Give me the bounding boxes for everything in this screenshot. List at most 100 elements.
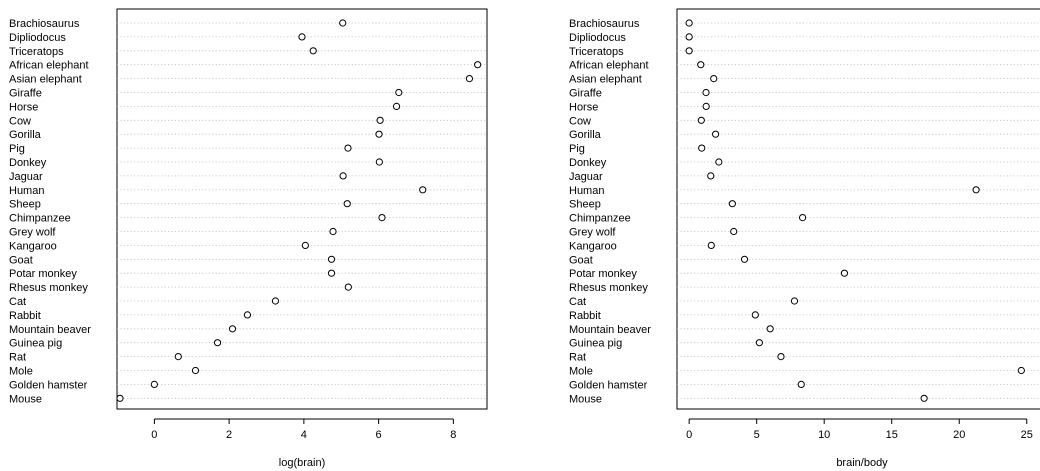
right-category-label-horse: Horse: [569, 101, 598, 113]
right-category-label-donkey: Donkey: [569, 157, 607, 169]
right-category-label-cow: Cow: [569, 115, 591, 127]
right-point-goat: [740, 255, 749, 263]
right-point-cat: [790, 297, 799, 305]
right-point-chimpanzee: [798, 214, 807, 222]
right-point-mountain-beaver: [766, 325, 774, 333]
right-x-tick-label: 15: [886, 429, 898, 441]
left-x-tick-label: 4: [301, 429, 307, 441]
right-point-potar-monkey: [840, 269, 849, 277]
left-point-mole: [191, 366, 200, 375]
left-point-rat: [174, 353, 182, 361]
right-point-human: [972, 186, 980, 194]
left-point-human: [419, 186, 427, 194]
left-category-label-rhesus-monkey: Rhesus monkey: [9, 282, 88, 294]
right-category-label-rat: Rat: [569, 352, 586, 364]
right-category-label-chimpanzee: Chimpanzee: [569, 213, 631, 225]
left-point-asian-elephant: [465, 75, 474, 83]
right-category-label-dipliodocus: Dipliodocus: [569, 32, 626, 44]
left-point-chimpanzee: [378, 214, 386, 222]
left-x-tick-label: 2: [226, 429, 232, 441]
right-point-triceratops: [685, 47, 693, 55]
right-point-giraffe: [702, 88, 710, 97]
right-point-cow: [697, 116, 705, 124]
left-category-label-gorilla: Gorilla: [9, 129, 42, 141]
right-point-horse: [702, 102, 710, 111]
right-category-label-sheep: Sheep: [569, 199, 601, 211]
right-category-label-rhesus-monkey: Rhesus monkey: [569, 282, 648, 294]
right-point-dipliodocus: [685, 33, 693, 41]
left-point-horse: [392, 102, 401, 111]
right-category-label-grey-wolf: Grey wolf: [569, 227, 616, 239]
left-category-label-human: Human: [9, 185, 44, 197]
right-category-label-pig: Pig: [569, 143, 585, 155]
left-point-pig: [344, 144, 352, 152]
right-category-label-potar-monkey: Potar monkey: [569, 268, 637, 280]
left-category-label-triceratops: Triceratops: [9, 46, 64, 58]
right-category-label-african-elephant: African elephant: [569, 60, 649, 72]
left-point-sheep: [343, 200, 351, 208]
left-point-mountain-beaver: [228, 325, 237, 333]
left-category-label-sheep: Sheep: [9, 199, 41, 211]
right-point-mole: [1017, 366, 1025, 375]
left-point-rhesus-monkey: [344, 283, 352, 291]
left-category-label-cat: Cat: [9, 296, 26, 308]
left-category-label-mouse: Mouse: [9, 393, 42, 405]
left-category-label-potar-monkey: Potar monkey: [9, 268, 77, 280]
right-x-tick-label: 5: [754, 429, 760, 441]
right-category-label-kangaroo: Kangaroo: [569, 240, 617, 252]
right-point-brachiosaurus: [685, 19, 693, 27]
left-point-rabbit: [243, 311, 252, 319]
left-category-label-goat: Goat: [9, 254, 33, 266]
left-category-label-chimpanzee: Chimpanzee: [9, 213, 71, 225]
left-point-donkey: [375, 158, 383, 166]
left-x-axis-title: log(brain): [279, 457, 325, 469]
left-point-giraffe: [395, 88, 403, 97]
left-point-mouse: [116, 394, 124, 402]
right-point-asian-elephant: [710, 75, 718, 83]
left-category-label-cow: Cow: [9, 115, 31, 127]
left-x-tick-label: 0: [151, 429, 157, 441]
left-category-label-golden-hamster: Golden hamster: [9, 379, 88, 391]
right-point-mouse: [920, 394, 928, 402]
left-category-label-donkey: Donkey: [9, 157, 47, 169]
right-category-label-brachiosaurus: Brachiosaurus: [569, 18, 640, 30]
right-dotchart-panel: Brachiosaurus Dipliodocus Triceratops Afric…: [569, 8, 1040, 469]
right-point-african-elephant: [697, 61, 705, 69]
left-point-goat: [327, 255, 336, 263]
right-x-tick-label: 10: [818, 429, 830, 441]
left-point-golden-hamster: [150, 380, 158, 388]
left-point-potar-monkey: [327, 269, 336, 277]
left-category-label-mole: Mole: [9, 366, 33, 378]
left-point-triceratops: [309, 47, 317, 55]
left-category-label-rat: Rat: [9, 352, 26, 364]
left-point-cat: [271, 297, 280, 305]
left-point-kangaroo: [301, 241, 309, 249]
right-x-axis-title: brain/body: [836, 457, 888, 469]
left-category-label-pig: Pig: [9, 143, 25, 155]
left-x-tick-label: 8: [450, 429, 456, 441]
left-category-label-guinea-pig: Guinea pig: [9, 338, 62, 350]
left-point-gorilla: [375, 130, 383, 138]
right-category-label-mountain-beaver: Mountain beaver: [569, 324, 651, 336]
right-point-gorilla: [712, 130, 720, 138]
left-point-dipliodocus: [298, 33, 306, 41]
left-category-label-african-elephant: African elephant: [9, 60, 89, 72]
right-point-rabbit: [751, 311, 759, 319]
right-x-tick-label: 0: [686, 429, 692, 441]
right-point-guinea-pig: [755, 339, 763, 347]
right-category-label-cat: Cat: [569, 296, 586, 308]
left-x-tick-label: 6: [376, 429, 382, 441]
right-point-kangaroo: [707, 241, 715, 249]
left-category-label-brachiosaurus: Brachiosaurus: [9, 18, 80, 30]
right-category-label-asian-elephant: Asian elephant: [569, 74, 642, 86]
right-point-jaguar: [707, 172, 715, 180]
right-point-golden-hamster: [797, 380, 805, 388]
left-point-brachiosaurus: [339, 19, 347, 27]
right-category-label-human: Human: [569, 185, 604, 197]
right-point-sheep: [728, 200, 736, 208]
right-category-label-jaguar: Jaguar: [569, 171, 603, 183]
left-point-grey-wolf: [329, 227, 337, 236]
right-category-label-giraffe: Giraffe: [569, 88, 602, 100]
left-category-label-giraffe: Giraffe: [9, 88, 42, 100]
